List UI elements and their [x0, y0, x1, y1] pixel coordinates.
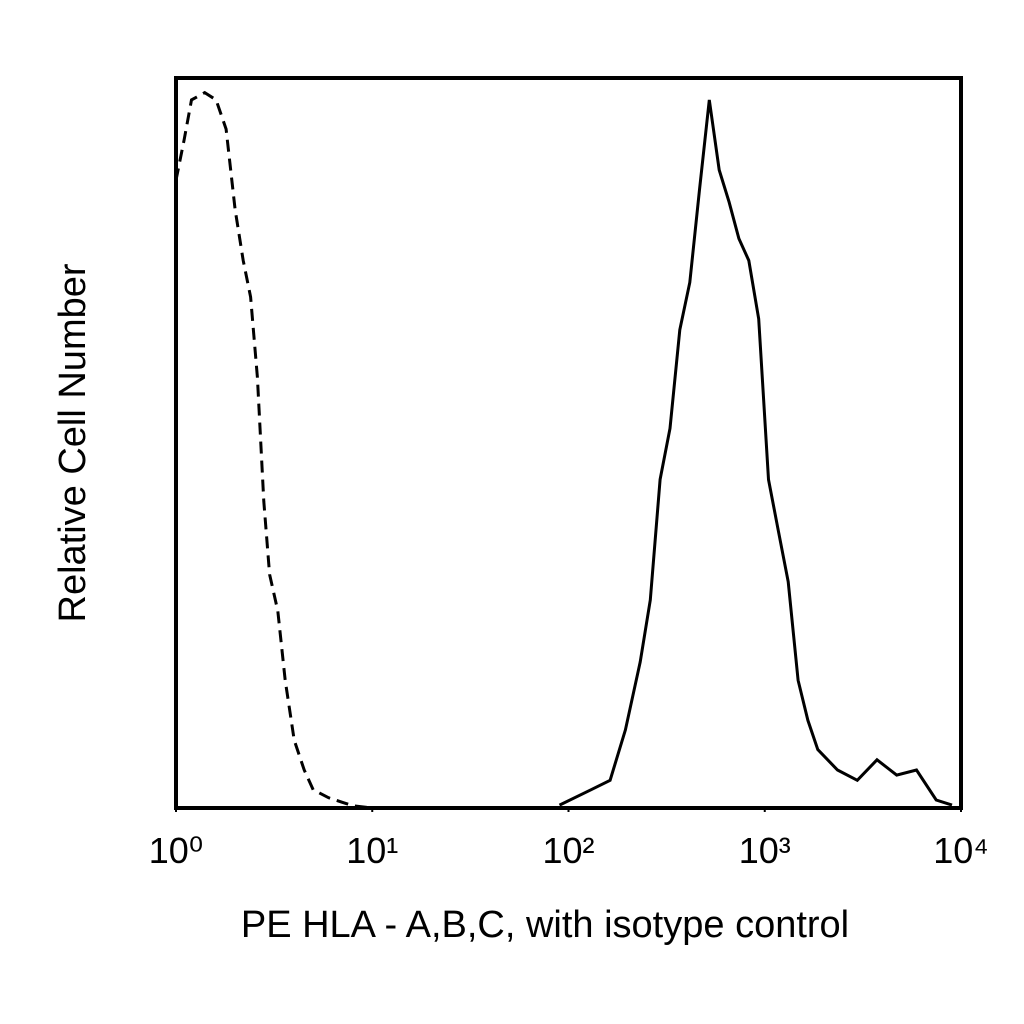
plot-frame	[174, 76, 963, 810]
x-tick-label: 10⁴	[933, 830, 989, 871]
y-axis-label: Relative Cell Number	[52, 263, 94, 622]
histogram-line	[558, 99, 953, 807]
x-axis-label: PE HLA - A,B,C, with isotype control	[241, 904, 849, 946]
histogram-line	[174, 90, 373, 810]
x-tick-label: 10³	[739, 830, 791, 871]
x-tick-label: 10⁰	[149, 830, 203, 871]
x-tick-label: 10²	[542, 830, 594, 871]
x-tick-label: 10¹	[346, 830, 398, 871]
